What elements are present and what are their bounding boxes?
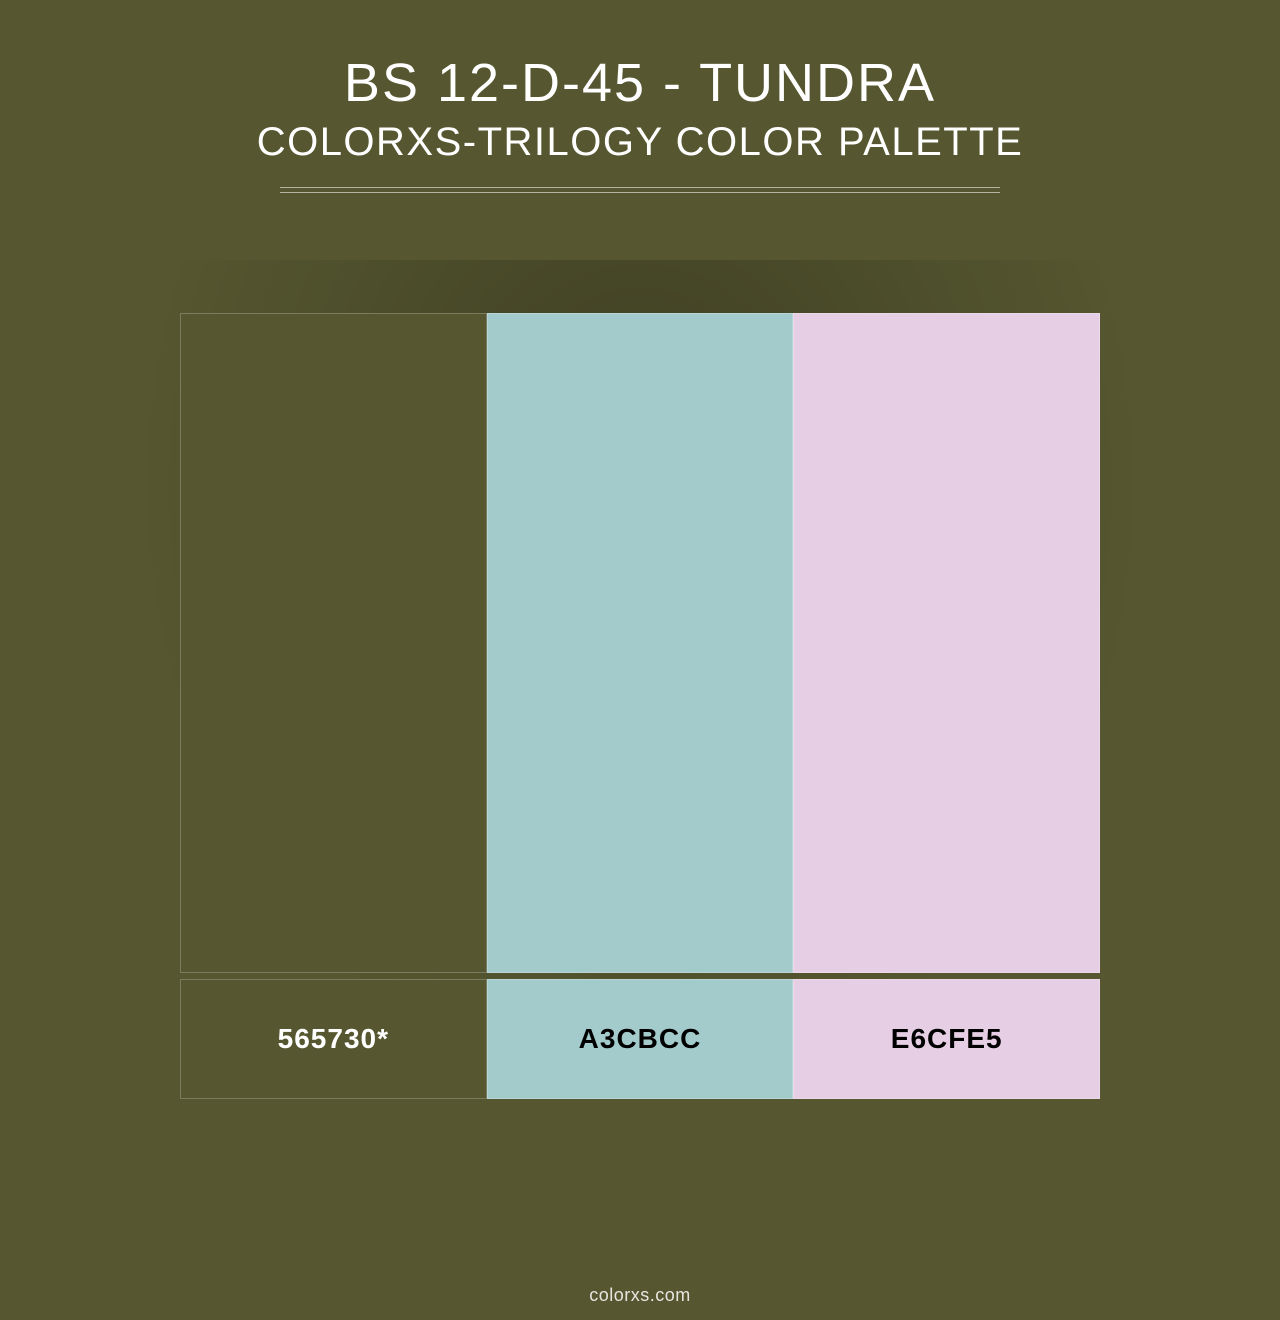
palette: 565730* A3CBCC E6CFE5 [180,313,1100,1099]
header-divider [280,187,1000,193]
page-subtitle: COLORXS-TRILOGY COLOR PALETTE [0,120,1280,165]
swatch-2 [793,313,1100,973]
page-title: BS 12-D-45 - TUNDRA [0,52,1280,114]
swatch-row [180,313,1100,973]
swatch-label-1: A3CBCC [487,979,794,1099]
header: BS 12-D-45 - TUNDRA COLORXS-TRILOGY COLO… [0,0,1280,193]
footer-credit: colorxs.com [0,1285,1280,1306]
swatch-0 [180,313,487,973]
swatch-1 [487,313,794,973]
label-row: 565730* A3CBCC E6CFE5 [180,979,1100,1099]
swatch-label-0: 565730* [180,979,487,1099]
swatch-label-2: E6CFE5 [793,979,1100,1099]
